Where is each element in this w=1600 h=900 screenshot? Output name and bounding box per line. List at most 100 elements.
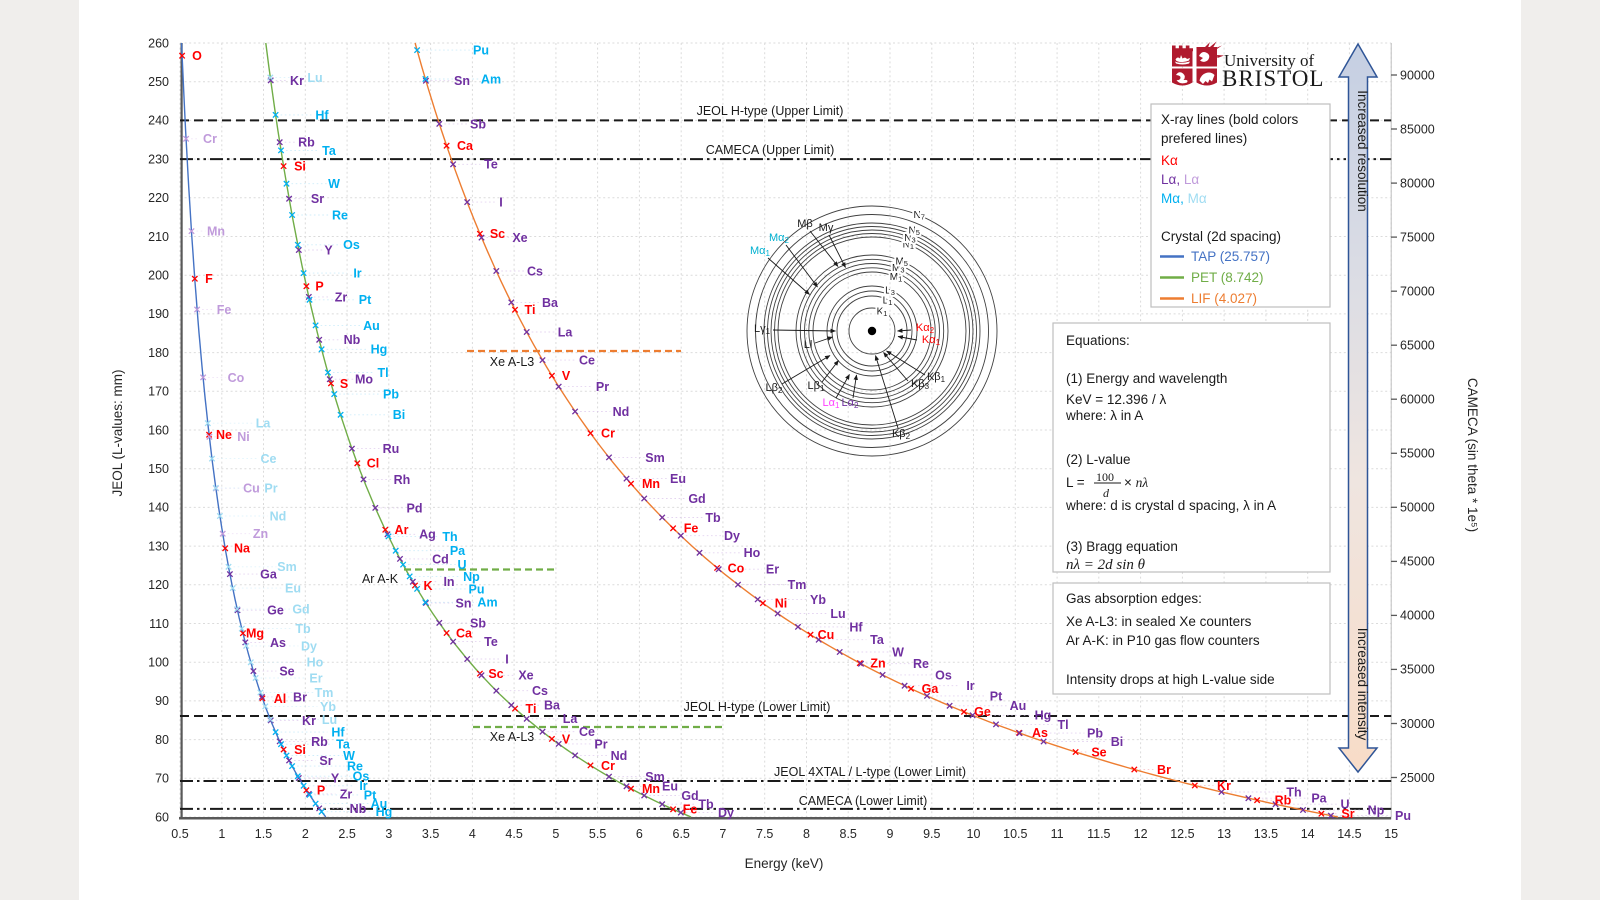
svg-text:Th: Th	[442, 530, 457, 544]
svg-text:Co: Co	[728, 561, 745, 575]
svg-text:P: P	[317, 784, 325, 798]
svg-text:Sb: Sb	[470, 117, 486, 131]
svg-text:110: 110	[149, 617, 169, 631]
svg-text:80000: 80000	[1400, 176, 1435, 190]
svg-text:Lβ2: Lβ2	[766, 382, 783, 395]
svg-text:Ar A-K: in P10 gas flow counte: Ar A-K: in P10 gas flow counters	[1066, 633, 1260, 648]
svg-text:Lα1: Lα1	[823, 397, 840, 410]
svg-text:M1: M1	[890, 272, 903, 284]
svg-text:Si: Si	[294, 743, 306, 757]
svg-text:5: 5	[552, 827, 559, 841]
svg-text:U: U	[1340, 798, 1349, 812]
svg-text:Er: Er	[766, 563, 779, 577]
svg-text:Sn: Sn	[456, 596, 472, 610]
svg-text:Dy: Dy	[724, 529, 740, 543]
svg-text:11.5: 11.5	[1087, 827, 1110, 841]
svg-text:Nb: Nb	[350, 802, 367, 816]
svg-text:Au: Au	[371, 797, 388, 811]
svg-text:Am: Am	[481, 72, 501, 86]
svg-text:9.5: 9.5	[923, 827, 940, 841]
svg-text:Kα: Kα	[1161, 153, 1178, 168]
svg-text:Gas absorption edges:: Gas absorption edges:	[1066, 591, 1202, 606]
svg-text:3: 3	[385, 827, 392, 841]
svg-text:Ti: Ti	[525, 303, 536, 317]
svg-text:Re: Re	[913, 657, 929, 671]
svg-text:55000: 55000	[1400, 447, 1435, 461]
svg-text:Ti: Ti	[526, 702, 537, 716]
svg-text:8: 8	[803, 827, 810, 841]
svg-text:3.5: 3.5	[422, 827, 439, 841]
svg-text:1: 1	[218, 827, 225, 841]
svg-text:65000: 65000	[1400, 339, 1435, 353]
svg-text:Fe: Fe	[217, 303, 232, 317]
svg-text:Sm: Sm	[645, 451, 664, 465]
svg-text:2.5: 2.5	[338, 827, 355, 841]
svg-text:240: 240	[148, 114, 169, 128]
svg-text:12.5: 12.5	[1170, 827, 1194, 841]
svg-text:Eu: Eu	[670, 472, 686, 486]
svg-text:Os: Os	[343, 238, 360, 252]
svg-text:S: S	[340, 377, 348, 391]
svg-text:Cs: Cs	[527, 264, 543, 278]
svg-text:Tm: Tm	[315, 686, 334, 700]
svg-text:V: V	[562, 732, 571, 746]
svg-text:Ba: Ba	[542, 296, 559, 310]
svg-text:Pb: Pb	[1087, 727, 1103, 741]
svg-text:TAP (25.757): TAP (25.757)	[1191, 249, 1270, 264]
svg-text:Cr: Cr	[601, 759, 615, 773]
svg-text:Tb: Tb	[698, 798, 714, 812]
svg-text:Pu: Pu	[1395, 809, 1411, 823]
svg-text:Np: Np	[463, 570, 480, 584]
svg-text:130: 130	[148, 539, 169, 553]
svg-text:Pr: Pr	[264, 481, 277, 495]
svg-text:F: F	[205, 272, 213, 286]
svg-text:Gd: Gd	[292, 603, 309, 617]
svg-text:Yb: Yb	[320, 700, 336, 714]
svg-text:Nb: Nb	[344, 333, 361, 347]
svg-text:Eu: Eu	[662, 780, 678, 794]
svg-text:JEOL (L-values: mm): JEOL (L-values: mm)	[110, 369, 125, 496]
svg-text:Hg: Hg	[371, 343, 388, 357]
svg-text:Lu: Lu	[322, 713, 337, 727]
svg-text:12: 12	[1134, 827, 1148, 841]
svg-text:7.5: 7.5	[756, 827, 773, 841]
svg-text:Th: Th	[1286, 785, 1301, 799]
svg-text:Co: Co	[228, 371, 245, 385]
svg-text:4: 4	[469, 827, 476, 841]
svg-text:where: λ in A: where: λ in A	[1065, 408, 1143, 423]
svg-text:Ho: Ho	[307, 656, 324, 670]
svg-text:Ar A-K: Ar A-K	[362, 572, 399, 586]
svg-text:Re: Re	[347, 760, 363, 774]
svg-text:Ba: Ba	[544, 699, 561, 713]
svg-text:Mo: Mo	[355, 373, 373, 387]
svg-text:Er: Er	[309, 671, 322, 685]
svg-text:14.5: 14.5	[1337, 827, 1361, 841]
svg-text:Zr: Zr	[340, 787, 353, 801]
svg-text:Au: Au	[363, 319, 380, 333]
svg-text:K1: K1	[877, 307, 888, 319]
svg-text:W: W	[328, 177, 340, 191]
svg-text:Mα1: Mα1	[750, 245, 771, 258]
svg-text:Re: Re	[332, 208, 348, 222]
svg-text:Cl: Cl	[367, 457, 380, 471]
svg-text:× nλ: × nλ	[1124, 475, 1148, 490]
svg-text:Sn: Sn	[454, 74, 470, 88]
svg-text:Cs: Cs	[532, 684, 548, 698]
svg-text:W: W	[343, 749, 355, 763]
svg-text:M5: M5	[895, 256, 908, 268]
svg-text:N7: N7	[913, 210, 924, 222]
svg-text:0.5: 0.5	[171, 827, 188, 841]
svg-text:N3: N3	[904, 233, 915, 245]
svg-text:Lα2: Lα2	[842, 397, 859, 410]
svg-text:Eu: Eu	[285, 582, 301, 596]
svg-text:Nd: Nd	[613, 405, 630, 419]
svg-text:Kβ3: Kβ3	[911, 378, 930, 391]
svg-text:Cu: Cu	[818, 628, 835, 642]
svg-text:W: W	[892, 645, 904, 659]
svg-text:d: d	[1103, 486, 1110, 500]
svg-text:Ga: Ga	[922, 682, 940, 696]
svg-text:13: 13	[1217, 827, 1231, 841]
svg-text:Mγ: Mγ	[819, 222, 834, 234]
svg-text:Br: Br	[293, 690, 307, 704]
svg-text:Ir: Ir	[966, 679, 974, 693]
